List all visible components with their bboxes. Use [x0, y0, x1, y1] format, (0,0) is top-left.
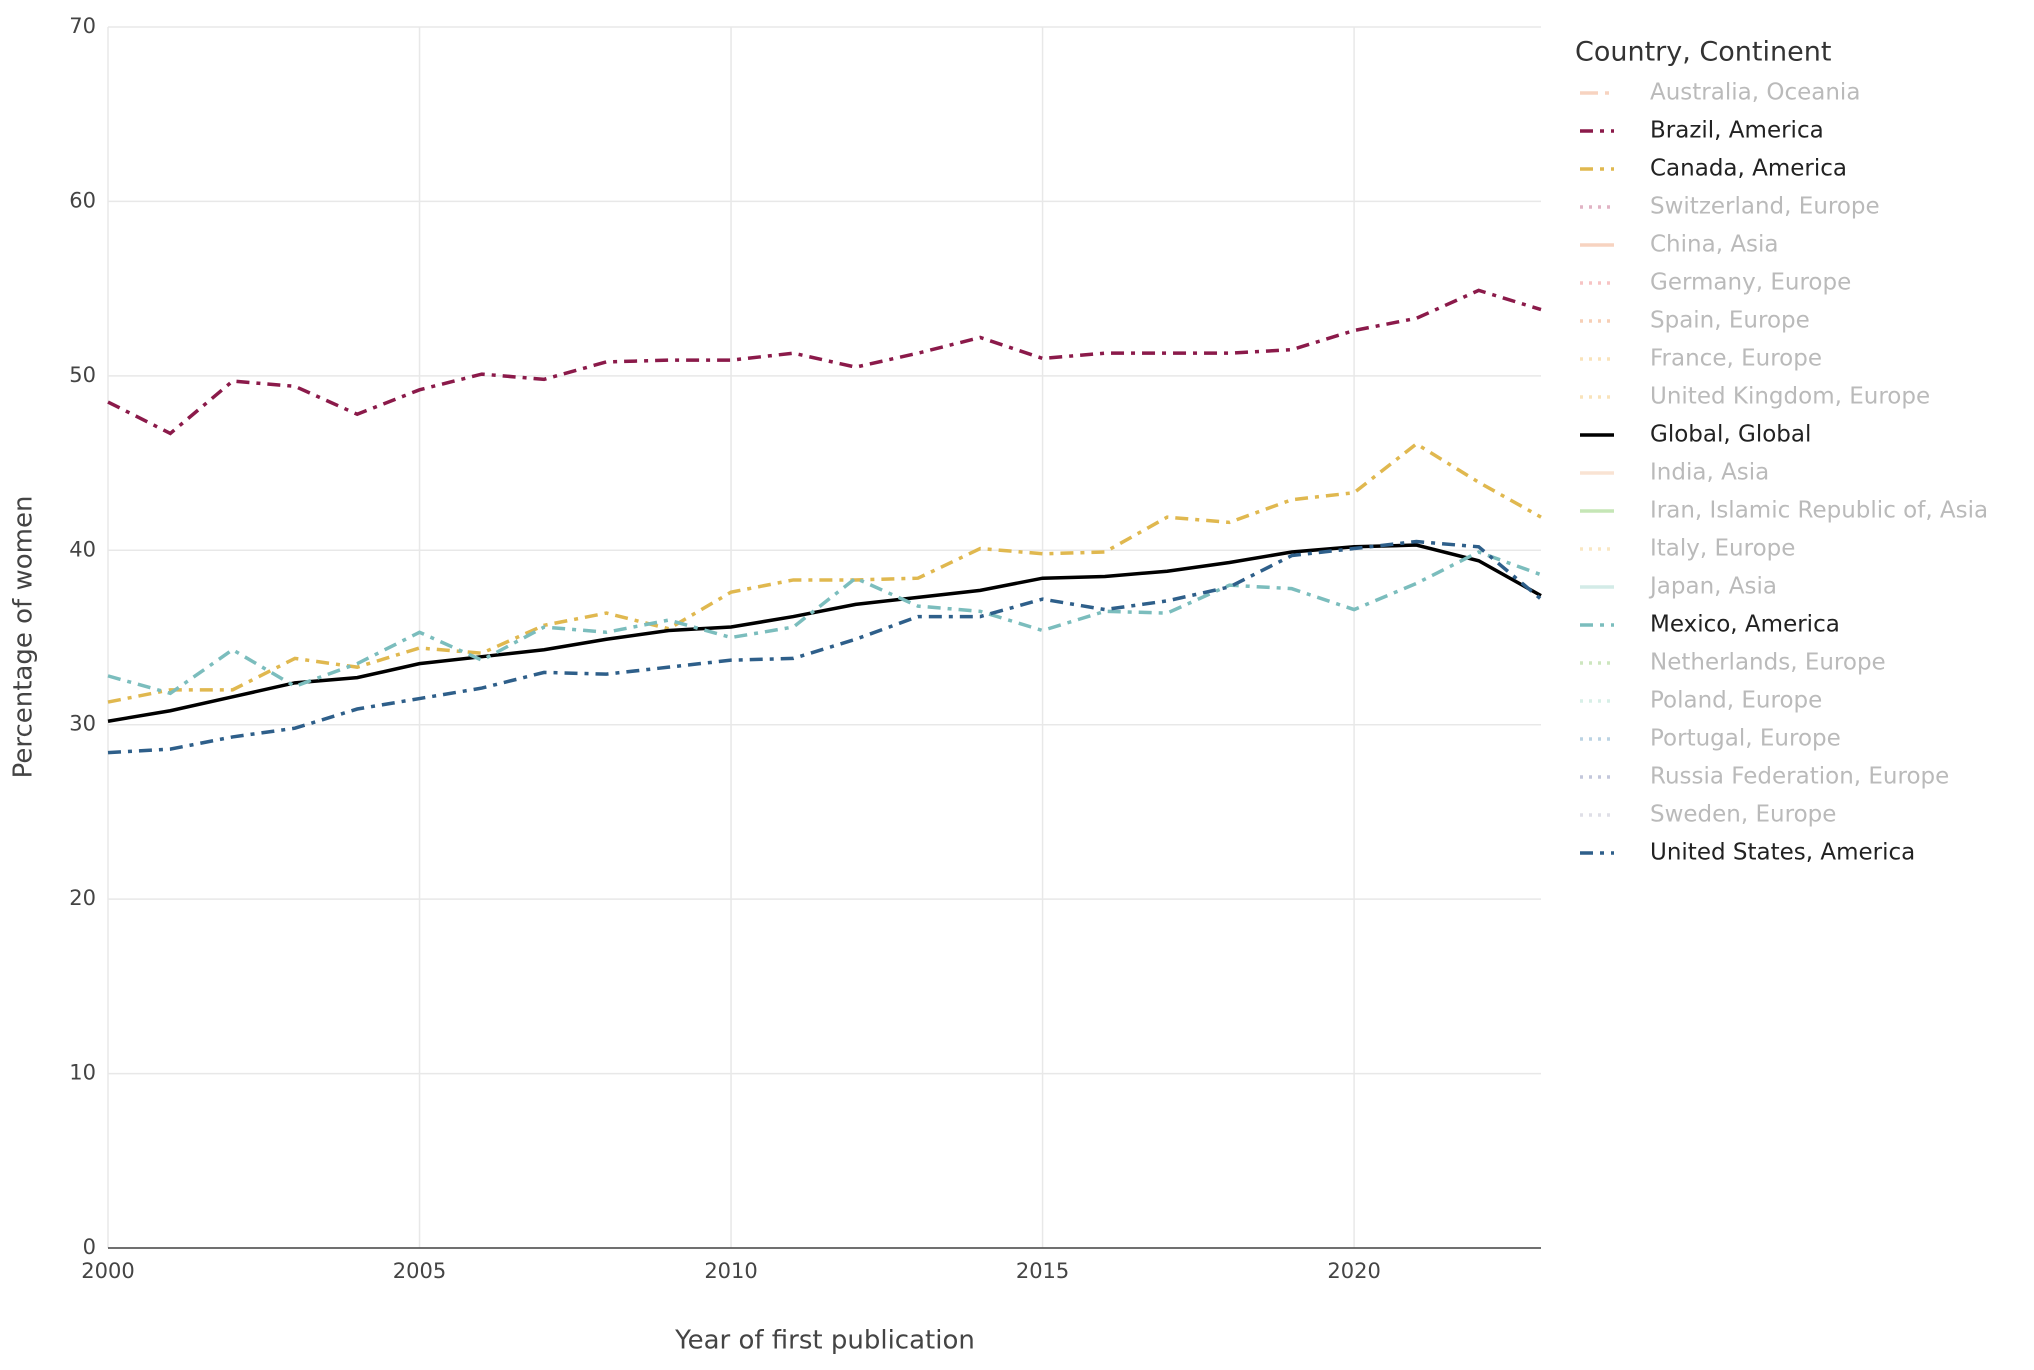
legend-item[interactable]: Russia Federation, Europe [1580, 764, 1949, 790]
legend-item[interactable]: Germany, Europe [1580, 270, 1851, 296]
y-tick-label: 70 [69, 14, 96, 38]
y-tick-label: 10 [69, 1061, 96, 1085]
legend-item[interactable]: India, Asia [1580, 460, 1769, 486]
legend-label: Japan, Asia [1648, 574, 1777, 600]
series-line [107, 539, 1543, 755]
legend-label: Poland, Europe [1650, 688, 1822, 714]
series-line [107, 441, 1542, 704]
x-tick-label: 2000 [81, 1259, 134, 1283]
legend-item[interactable]: Sweden, Europe [1580, 802, 1836, 828]
legend-item[interactable]: United States, America [1580, 840, 1915, 866]
legend-label: Mexico, America [1650, 612, 1840, 638]
series-line [107, 550, 1542, 696]
legend-label: Iran, Islamic Republic of, Asia [1650, 498, 1988, 524]
grid [107, 26, 1541, 1249]
legend-item[interactable]: Spain, Europe [1580, 308, 1810, 334]
legend-item[interactable]: Brazil, America [1580, 118, 1824, 144]
legend-label: United States, America [1650, 840, 1915, 866]
legend-item[interactable]: China, Asia [1580, 232, 1779, 258]
y-axis-title: Percentage of women [9, 496, 39, 779]
x-tick-label: 2010 [704, 1259, 757, 1283]
legend-label: China, Asia [1650, 232, 1779, 258]
legend-label: Brazil, America [1650, 118, 1824, 144]
series-line [107, 543, 1542, 723]
legend-label: Germany, Europe [1650, 270, 1851, 296]
legend-label: Russia Federation, Europe [1650, 764, 1949, 790]
legend-label: Canada, America [1650, 156, 1847, 182]
y-tick-label: 60 [69, 188, 96, 212]
legend-label: France, Europe [1650, 346, 1822, 372]
legend-label: Spain, Europe [1650, 308, 1810, 334]
legend-item[interactable]: Poland, Europe [1580, 688, 1822, 714]
y-tick-label: 0 [83, 1235, 96, 1259]
legend-label: United Kingdom, Europe [1650, 384, 1930, 410]
legend-item[interactable]: Canada, America [1580, 156, 1847, 182]
y-tick-label: 50 [69, 363, 96, 387]
legend-label: Switzerland, Europe [1650, 194, 1880, 220]
y-tick-label: 20 [69, 886, 96, 910]
legend-label: India, Asia [1650, 460, 1769, 486]
legend-label: Portugal, Europe [1650, 726, 1841, 752]
legend-label: Global, Global [1650, 422, 1811, 448]
legend-item[interactable]: Mexico, America [1580, 612, 1840, 638]
y-tick-label: 30 [69, 712, 96, 736]
legend-item[interactable]: Portugal, Europe [1580, 726, 1841, 752]
legend-item[interactable]: Global, Global [1580, 422, 1811, 448]
legend-label: Sweden, Europe [1650, 802, 1836, 828]
legend-title: Country, Continent [1575, 37, 1831, 68]
legend-label: Italy, Europe [1650, 536, 1795, 562]
legend-label: Australia, Oceania [1650, 80, 1860, 106]
legend-item[interactable]: Netherlands, Europe [1580, 650, 1886, 676]
x-tick-label: 2015 [1016, 1259, 1069, 1283]
legend-item[interactable]: Japan, Asia [1580, 574, 1777, 600]
legend-item[interactable]: Italy, Europe [1580, 536, 1795, 562]
x-tick-label: 2020 [1327, 1259, 1380, 1283]
x-tick-label: 2005 [393, 1259, 446, 1283]
legend-item[interactable]: United Kingdom, Europe [1580, 384, 1930, 410]
series-line [107, 288, 1542, 436]
legend-item[interactable]: France, Europe [1580, 346, 1822, 372]
legend-item[interactable]: Australia, Oceania [1580, 80, 1860, 106]
legend-item[interactable]: Switzerland, Europe [1580, 194, 1880, 220]
x-axis-title: Year of first publication [674, 1326, 975, 1356]
legend-item[interactable]: Iran, Islamic Republic of, Asia [1580, 498, 1988, 524]
legend-label: Netherlands, Europe [1650, 650, 1886, 676]
y-tick-label: 40 [69, 537, 96, 561]
